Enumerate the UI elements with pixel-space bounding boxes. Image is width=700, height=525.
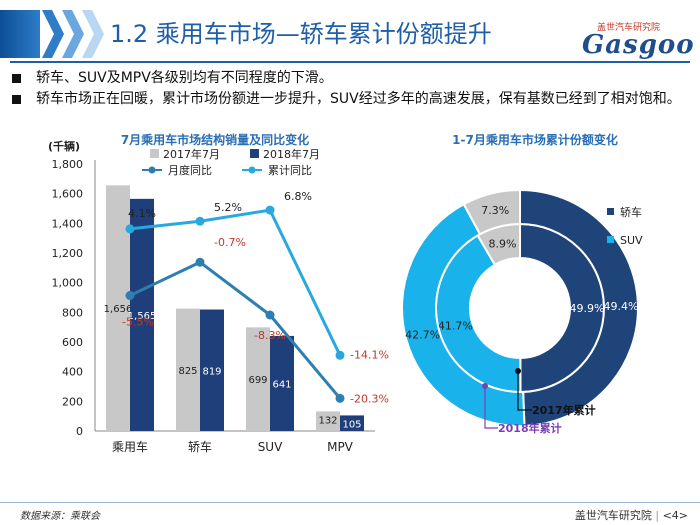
line-cumulative [129, 208, 342, 356]
bar-2018 [340, 415, 364, 431]
page-title: 1.2 乘用车市场—轿车累计份额提升 [110, 20, 492, 48]
gasgoo-logo: Gasgoo [582, 30, 695, 60]
bar-value-label: 1,656 [104, 304, 133, 315]
chevron-icon [42, 10, 64, 58]
y-tick-label: 1,200 [52, 247, 84, 260]
line-point [195, 216, 205, 226]
x-tick-label: MPV [327, 440, 354, 454]
header-accent-bar [0, 10, 40, 58]
legend-marker [248, 166, 256, 174]
callout-line [484, 386, 498, 429]
ring-name-inner: 2017年累计 [532, 403, 596, 417]
line-point [195, 257, 205, 267]
y-tick-label: 1,400 [52, 217, 84, 230]
header-divider [10, 61, 690, 63]
legend-swatch [607, 236, 614, 243]
bar-value-label: 825 [178, 366, 197, 377]
line-value-label: -8.3% [254, 329, 286, 342]
bar-value-label: 105 [342, 419, 361, 430]
donut-value-label: 7.3% [481, 204, 509, 217]
legend-label: 2018年7月 [263, 147, 320, 161]
y-tick-label: 800 [62, 306, 83, 319]
bar-value-label: 641 [272, 379, 291, 390]
x-tick-label: 乘用车 [112, 439, 148, 454]
line-point [265, 205, 275, 215]
donut-value-label: 41.7% [438, 320, 473, 333]
bar-value-label: 699 [248, 375, 267, 386]
chevron-icon [62, 10, 84, 58]
chevron-icon [82, 10, 104, 58]
line-value-label: 4.1% [128, 207, 156, 220]
ring-name-outer: 2018年累计 [498, 421, 562, 435]
chart-title: 7月乘用车市场结构销量及同比变化 [121, 132, 309, 147]
bar-2018 [200, 309, 224, 431]
y-tick-label: 1,600 [52, 188, 84, 201]
y-tick-label: 1,000 [52, 277, 84, 290]
y-tick-label: 200 [62, 395, 83, 408]
y-tick-label: 1,800 [52, 158, 84, 171]
footer-org: 盖世汽车研究院 | <4> [574, 509, 688, 522]
line-point [125, 224, 135, 234]
legend-swatch [607, 208, 614, 215]
y-axis-unit: (千辆) [48, 139, 80, 153]
bar-2017 [176, 308, 200, 431]
line-value-label: -20.3% [350, 392, 389, 405]
bar-2018 [270, 335, 294, 431]
bar-2017 [316, 411, 340, 431]
line-value-label: -14.1% [350, 348, 389, 361]
legend-swatch [150, 149, 159, 158]
data-source: 数据来源：乘联会 [20, 511, 100, 522]
donut-value-label: 49.9% [570, 302, 605, 315]
bullet-list: 轿车、SUV及MPV各级别均有不同程度的下滑。 轿车市场正在回暖，累计市场份额进… [10, 68, 690, 110]
logo-subtitle: 盖世汽车研究院 [597, 23, 661, 33]
donut-slice [401, 202, 526, 427]
line-monthly [129, 260, 342, 400]
line-point [335, 393, 345, 403]
y-tick-label: 600 [62, 336, 83, 349]
page-number: <4> [662, 509, 688, 522]
legend-label: SUV [620, 234, 643, 247]
donut-value-label: 8.9% [489, 237, 517, 250]
line-value-label: 5.2% [214, 201, 242, 214]
line-point [125, 291, 135, 301]
legend-label: 轿车 [620, 205, 642, 219]
line-point [265, 310, 275, 320]
bullet-item: 轿车市场正在回暖，累计市场份额进一步提升，SUV经过多年的高速发展，保有基数已经… [10, 89, 690, 110]
donut-chart: 1-7月乘用车市场累计份额变化 49.9% 41.7% 8.9% 49.4% 42.7% 7… [401, 132, 643, 435]
bar-value-label: 1,565 [128, 311, 157, 322]
legend-label: 累计同比 [268, 164, 312, 177]
bar-value-label: 819 [202, 366, 221, 377]
line-value-label: -5.5% [122, 316, 154, 329]
bullet-item: 轿车、SUV及MPV各级别均有不同程度的下滑。 [10, 68, 690, 89]
y-tick-label: 400 [62, 366, 83, 379]
x-tick-label: 轿车 [188, 439, 212, 454]
donut-value-label: 49.4% [604, 300, 639, 313]
line-value-label: -0.7% [214, 236, 246, 249]
bar-chart: 7月乘用车市场结构销量及同比变化 (千辆) 0 200 400 600 800 1,000 1,… [48, 132, 389, 454]
legend-marker [148, 166, 156, 174]
bar-2017 [106, 185, 130, 431]
line-value-label: 6.8% [284, 190, 312, 203]
callout-line [517, 371, 532, 411]
y-tick-label: 0 [76, 425, 83, 438]
footer-divider [0, 502, 700, 503]
legend-label: 月度同比 [168, 163, 212, 177]
donut-value-label: 42.7% [405, 329, 440, 342]
header: 1.2 乘用车市场—轿车累计份额提升 盖世汽车研究院 Gasgoo [0, 0, 700, 62]
bar-2017 [246, 327, 270, 431]
bar-value-label: 132 [318, 415, 337, 426]
chart-title: 1-7月乘用车市场累计份额变化 [452, 132, 618, 147]
donut-slice [519, 188, 639, 427]
x-tick-label: SUV [258, 440, 283, 454]
bar-2018 [130, 198, 154, 431]
donut-slice [462, 188, 521, 236]
legend-swatch [250, 149, 259, 158]
legend-label: 2017年7月 [163, 147, 220, 161]
footer-org-name: 盖世汽车研究院 [574, 509, 652, 522]
line-point [335, 350, 345, 360]
